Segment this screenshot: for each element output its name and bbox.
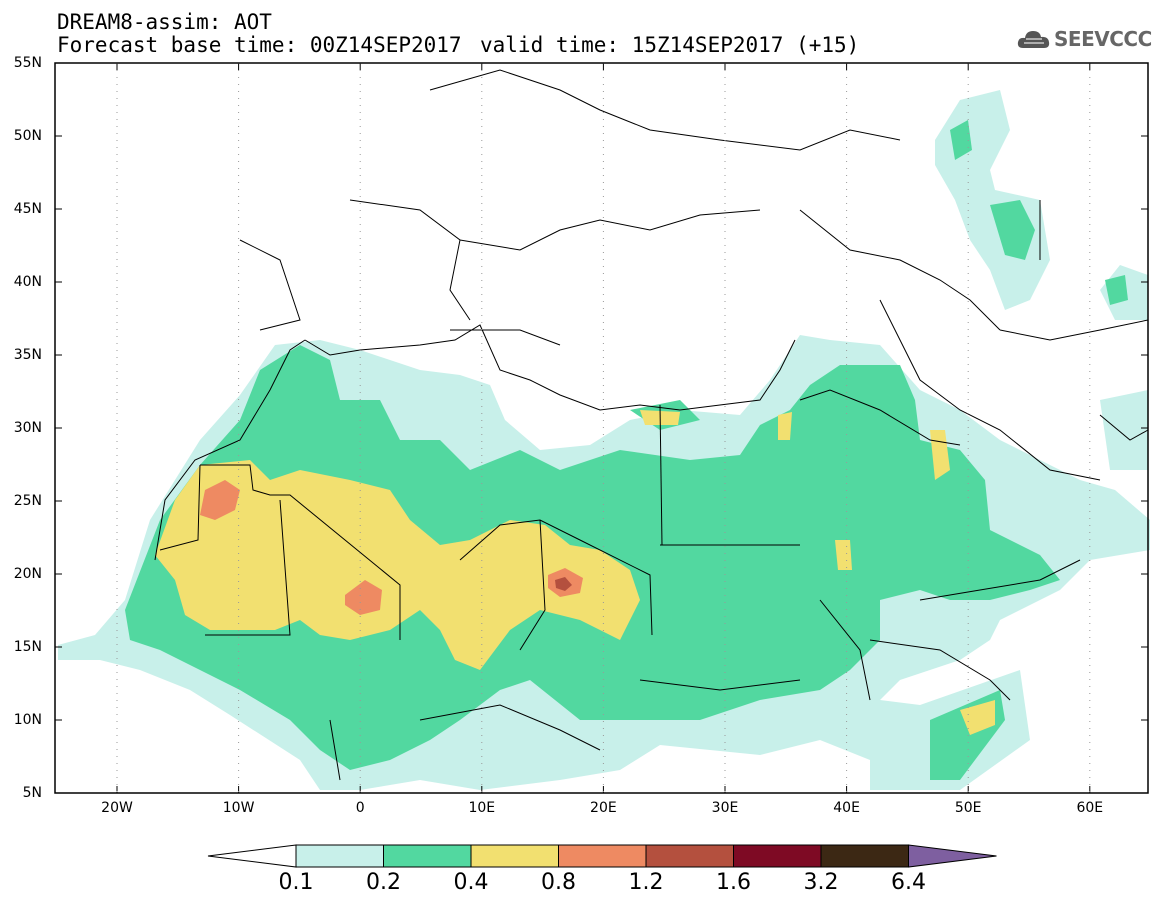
colorbar-segment <box>645 844 734 868</box>
lon-label: 50E <box>954 800 982 816</box>
colorbar-high-arrow <box>908 844 997 868</box>
colorbar-segment <box>470 844 559 868</box>
lon-label: 60E <box>1076 800 1104 816</box>
colorbar-segment <box>820 844 909 868</box>
seevccc-logo: SEEVCCC <box>1017 27 1152 51</box>
lat-label: 40N <box>13 274 42 290</box>
colorbar-label: 0.8 <box>541 870 576 895</box>
aot-shading <box>58 90 1150 790</box>
colorbar-label: 1.6 <box>716 870 751 895</box>
lon-label: 10W <box>222 800 255 816</box>
lat-label: 35N <box>13 347 42 363</box>
lat-label: 15N <box>13 639 42 655</box>
colorbar-segment <box>383 844 472 868</box>
colorbar-label: 3.2 <box>803 870 839 895</box>
colorbar-low-arrow <box>207 844 297 868</box>
lat-label: 55N <box>13 55 42 71</box>
colorbar-segment <box>733 844 822 868</box>
colorbar-label: 6.4 <box>891 870 926 895</box>
lat-label: 50N <box>13 128 42 144</box>
lat-label: 25N <box>13 493 42 509</box>
colorbar-segment <box>558 844 647 868</box>
valid-time: valid time: 15Z14SEP2017 (+15) <box>480 33 860 57</box>
colorbar-label: 0.2 <box>366 870 401 895</box>
lon-label: 10E <box>468 800 496 816</box>
lon-label: 20W <box>101 800 133 816</box>
map-frame <box>54 62 1149 794</box>
colorbar-label: 1.2 <box>628 870 664 895</box>
forecast-base-time: Forecast base time: 00Z14SEP2017 <box>57 33 462 57</box>
lat-label: 20N <box>13 566 42 582</box>
cloud-icon <box>1017 31 1050 48</box>
colorbar-segment <box>295 844 384 868</box>
lat-label: 30N <box>13 420 42 436</box>
colorbar <box>207 844 997 868</box>
logo-text: SEEVCCC <box>1054 27 1152 51</box>
country-borders <box>154 69 1149 781</box>
lat-label: 45N <box>13 201 42 217</box>
lat-label: 5N <box>22 785 42 801</box>
lon-label: 0 <box>355 800 365 816</box>
lon-label: 30E <box>711 800 739 816</box>
colorbar-label: 0.1 <box>278 870 314 895</box>
colorbar-label: 0.4 <box>453 870 489 895</box>
lon-label: 40E <box>833 800 860 816</box>
map-title: DREAM8-assim: AOT <box>57 10 272 34</box>
lat-label: 10N <box>13 712 42 728</box>
lat-lon-ticks <box>55 62 1148 794</box>
lon-label: 20E <box>590 800 617 816</box>
